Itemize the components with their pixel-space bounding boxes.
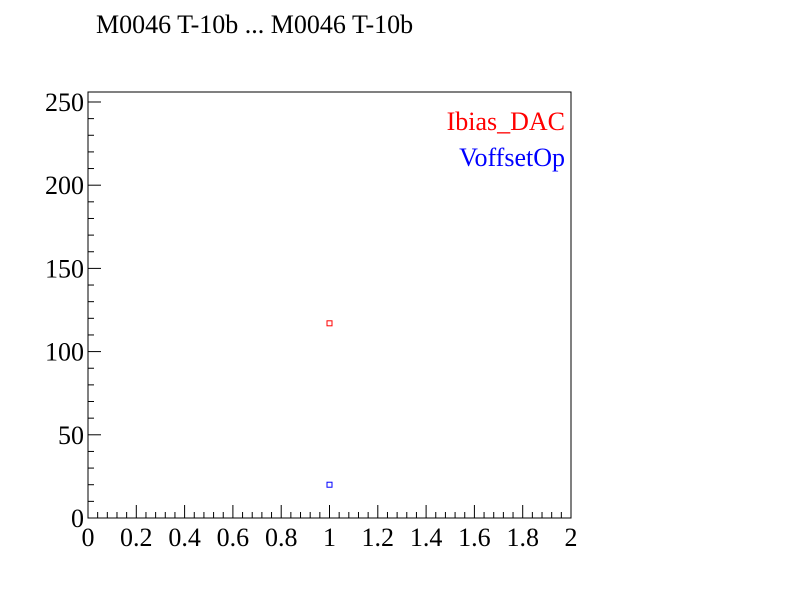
axis-ticks [87, 101, 572, 519]
x-tick-label: 1.4 [410, 523, 443, 552]
y-tick-label: 50 [58, 421, 84, 450]
y-tick-label: 0 [71, 504, 84, 533]
legend: Ibias_DAC VoffsetOp [447, 107, 565, 172]
x-tick-label: 1.8 [506, 523, 539, 552]
data-point [326, 481, 333, 488]
x-tick-label: 0.2 [120, 523, 153, 552]
x-tick-label: 2 [565, 523, 578, 552]
legend-entry: VoffsetOp [459, 143, 565, 172]
x-tick-label: 0.8 [265, 523, 298, 552]
y-tick-label: 100 [45, 338, 84, 367]
chart-title: M0046 T-10b ... M0046 T-10b [96, 10, 414, 39]
x-tick-label: 0.6 [217, 523, 250, 552]
x-tick-label: 1.6 [458, 523, 491, 552]
data-markers [326, 320, 333, 488]
legend-entry: Ibias_DAC [447, 107, 565, 136]
y-tick-label: 150 [45, 254, 84, 283]
y-tick-label: 200 [45, 171, 84, 200]
x-tick-label: 0.4 [168, 523, 201, 552]
x-tick-label: 1.2 [362, 523, 395, 552]
data-point [326, 320, 333, 327]
x-tick-label: 0 [82, 523, 95, 552]
x-tick-label: 1 [323, 523, 336, 552]
y-tick-label: 250 [45, 88, 84, 117]
axis-tick-labels: 0 0.2 0.4 0.6 0.8 1 1.2 1.4 1.6 1.8 2 0 50 100 150 200 2… [45, 88, 578, 552]
